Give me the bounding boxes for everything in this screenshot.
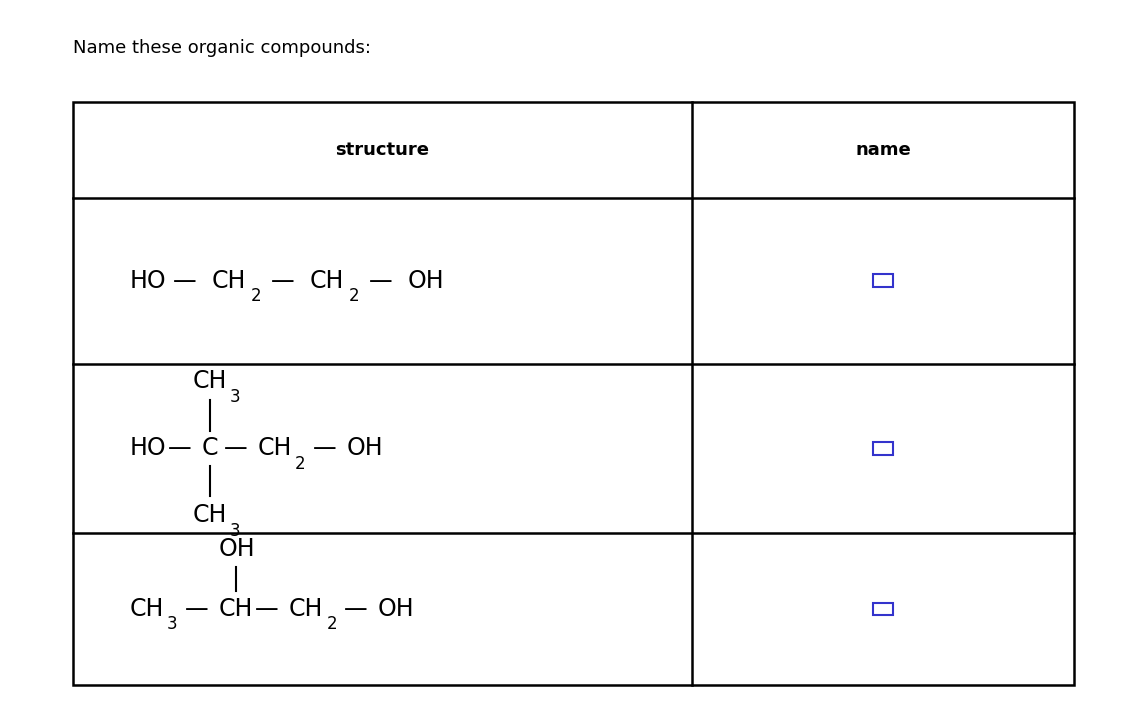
- Text: OH: OH: [346, 436, 384, 460]
- Text: OH: OH: [407, 269, 444, 292]
- Text: CH: CH: [309, 269, 344, 292]
- Text: HO: HO: [129, 436, 166, 460]
- Text: structure: structure: [335, 141, 430, 159]
- Text: —: —: [344, 597, 368, 621]
- Bar: [873, 274, 893, 287]
- Text: —: —: [184, 597, 208, 621]
- Text: OH: OH: [218, 537, 255, 561]
- Bar: [873, 442, 893, 455]
- Text: 2: 2: [251, 287, 261, 305]
- Text: —: —: [313, 436, 336, 460]
- Text: Name these organic compounds:: Name these organic compounds:: [73, 39, 371, 56]
- Text: CH: CH: [129, 597, 164, 621]
- Text: CH: CH: [218, 597, 253, 621]
- Text: 2: 2: [349, 287, 359, 305]
- Text: 3: 3: [229, 522, 240, 540]
- Text: OH: OH: [378, 597, 415, 621]
- Text: —: —: [271, 269, 295, 292]
- Text: —: —: [173, 269, 197, 292]
- Bar: [73, 102, 1074, 685]
- Bar: [873, 602, 893, 615]
- Text: C: C: [201, 436, 218, 460]
- Text: 2: 2: [326, 616, 336, 633]
- Text: CH: CH: [258, 436, 292, 460]
- Text: 3: 3: [166, 616, 177, 633]
- Text: CH: CH: [289, 597, 324, 621]
- Text: 2: 2: [295, 455, 305, 473]
- Text: —: —: [224, 436, 248, 460]
- Text: name: name: [855, 141, 911, 159]
- Text: 3: 3: [229, 388, 240, 406]
- Text: —: —: [255, 597, 279, 621]
- Text: —: —: [369, 269, 393, 292]
- Text: —: —: [168, 436, 191, 460]
- Text: CH: CH: [192, 503, 227, 527]
- Text: CH: CH: [212, 269, 246, 292]
- Text: HO: HO: [129, 269, 166, 292]
- Text: CH: CH: [192, 369, 227, 393]
